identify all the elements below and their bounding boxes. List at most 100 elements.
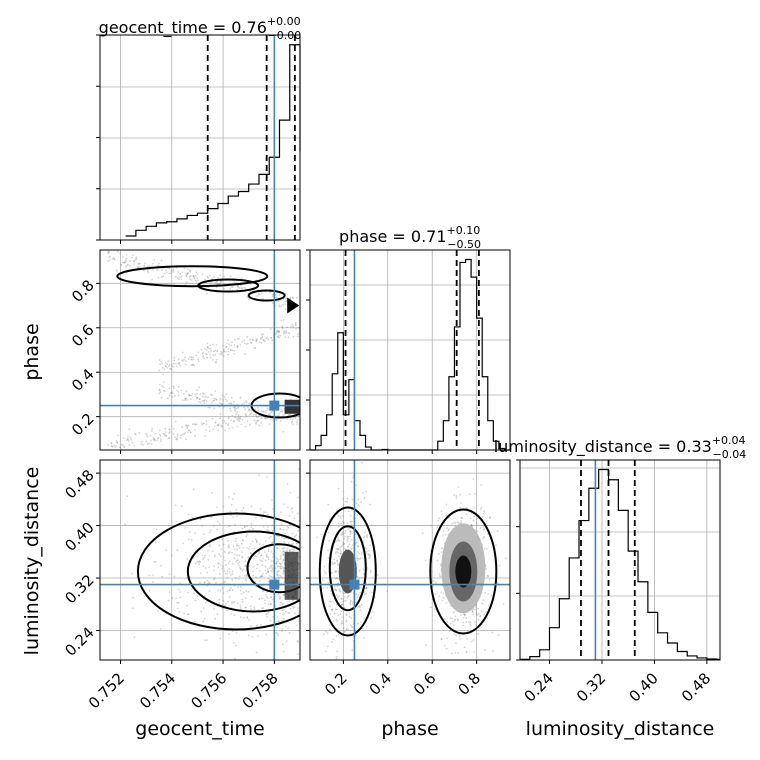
sample-point xyxy=(344,500,347,503)
sample-point xyxy=(357,504,360,507)
sample-point xyxy=(241,600,244,603)
sample-point xyxy=(231,341,233,344)
sample-point xyxy=(342,597,345,600)
sample-point xyxy=(217,520,219,523)
sample-point xyxy=(277,334,280,336)
sample-point xyxy=(297,629,300,632)
sample-point xyxy=(178,363,181,365)
sample-point xyxy=(337,539,340,542)
sample-point xyxy=(260,517,263,519)
sample-point xyxy=(264,559,267,562)
sample-point xyxy=(270,566,273,569)
sample-point xyxy=(430,524,432,527)
sample-point xyxy=(108,250,111,253)
sample-point xyxy=(221,403,224,405)
sample-point xyxy=(284,336,287,339)
sample-point xyxy=(157,264,159,267)
sample-point xyxy=(356,559,359,561)
sample-point xyxy=(175,365,178,368)
sample-point xyxy=(158,388,161,391)
sample-point xyxy=(184,431,187,434)
sample-point xyxy=(372,610,375,613)
sample-point xyxy=(322,633,325,636)
sample-point xyxy=(232,400,235,403)
sample-point xyxy=(369,569,372,572)
sample-point xyxy=(146,269,149,271)
sample-point xyxy=(262,589,265,592)
sample-point xyxy=(194,434,196,437)
sample-point xyxy=(205,348,208,351)
sample-point xyxy=(285,300,288,303)
sample-point xyxy=(336,540,338,543)
sample-point xyxy=(159,363,161,366)
sample-point xyxy=(262,410,264,413)
sample-point xyxy=(358,552,361,555)
sample-point xyxy=(252,527,254,530)
sample-point xyxy=(282,559,285,561)
sample-point xyxy=(245,415,248,418)
sample-point xyxy=(490,594,493,597)
sample-point xyxy=(271,524,274,527)
sample-point xyxy=(250,595,253,598)
sample-point xyxy=(347,510,350,513)
sample-point xyxy=(339,552,342,555)
sample-point xyxy=(179,591,181,594)
sample-point xyxy=(441,599,444,602)
sample-point xyxy=(233,352,236,355)
sample-point xyxy=(229,407,232,410)
sample-point xyxy=(271,498,273,501)
sample-point xyxy=(247,590,250,593)
sample-point xyxy=(334,588,337,591)
sample-point xyxy=(347,628,350,631)
sample-point xyxy=(119,252,122,255)
sample-point xyxy=(243,342,246,345)
sample-point xyxy=(196,392,198,395)
sample-point xyxy=(276,564,279,567)
sample-point xyxy=(307,566,309,568)
sample-point xyxy=(233,280,236,283)
sample-point xyxy=(266,528,269,531)
sample-point xyxy=(231,589,234,591)
sample-point xyxy=(276,560,278,563)
sample-point xyxy=(168,432,171,434)
sample-point xyxy=(455,642,457,645)
sample-point xyxy=(281,628,284,631)
sample-point xyxy=(280,601,282,604)
sample-point xyxy=(346,521,349,524)
sample-point xyxy=(292,606,295,609)
sample-point xyxy=(195,397,198,400)
sample-point xyxy=(341,544,344,547)
sample-point xyxy=(477,607,480,610)
sample-point xyxy=(162,373,164,376)
sample-point xyxy=(153,258,156,261)
sample-point xyxy=(284,300,287,302)
sample-point xyxy=(159,628,162,631)
sample-point xyxy=(173,356,176,359)
sample-point xyxy=(454,521,457,524)
sample-point xyxy=(168,394,171,397)
sample-point xyxy=(243,406,245,409)
sample-point xyxy=(323,572,325,574)
sample-point xyxy=(366,553,369,556)
sample-point xyxy=(134,433,137,436)
sample-point xyxy=(286,525,289,528)
sample-point xyxy=(193,277,196,280)
sample-point xyxy=(216,424,219,427)
sample-point xyxy=(236,554,239,557)
sample-point xyxy=(202,620,205,623)
sample-point xyxy=(312,553,314,555)
sample-point xyxy=(215,361,218,364)
panel-hist-luminosity-distance: luminosity_distance = 0.33+0.04 −0.04 0.2… xyxy=(494,434,747,706)
sample-point xyxy=(214,390,217,392)
sample-point xyxy=(278,535,281,538)
sample-point xyxy=(188,429,191,432)
sample-point xyxy=(284,303,287,306)
sample-point xyxy=(114,451,116,453)
sample-point xyxy=(186,272,189,275)
sample-point xyxy=(223,350,225,352)
sample-point xyxy=(365,586,368,589)
sample-point xyxy=(216,349,219,352)
sample-point xyxy=(336,619,338,622)
sample-point xyxy=(279,410,282,413)
sample-point xyxy=(181,351,184,354)
